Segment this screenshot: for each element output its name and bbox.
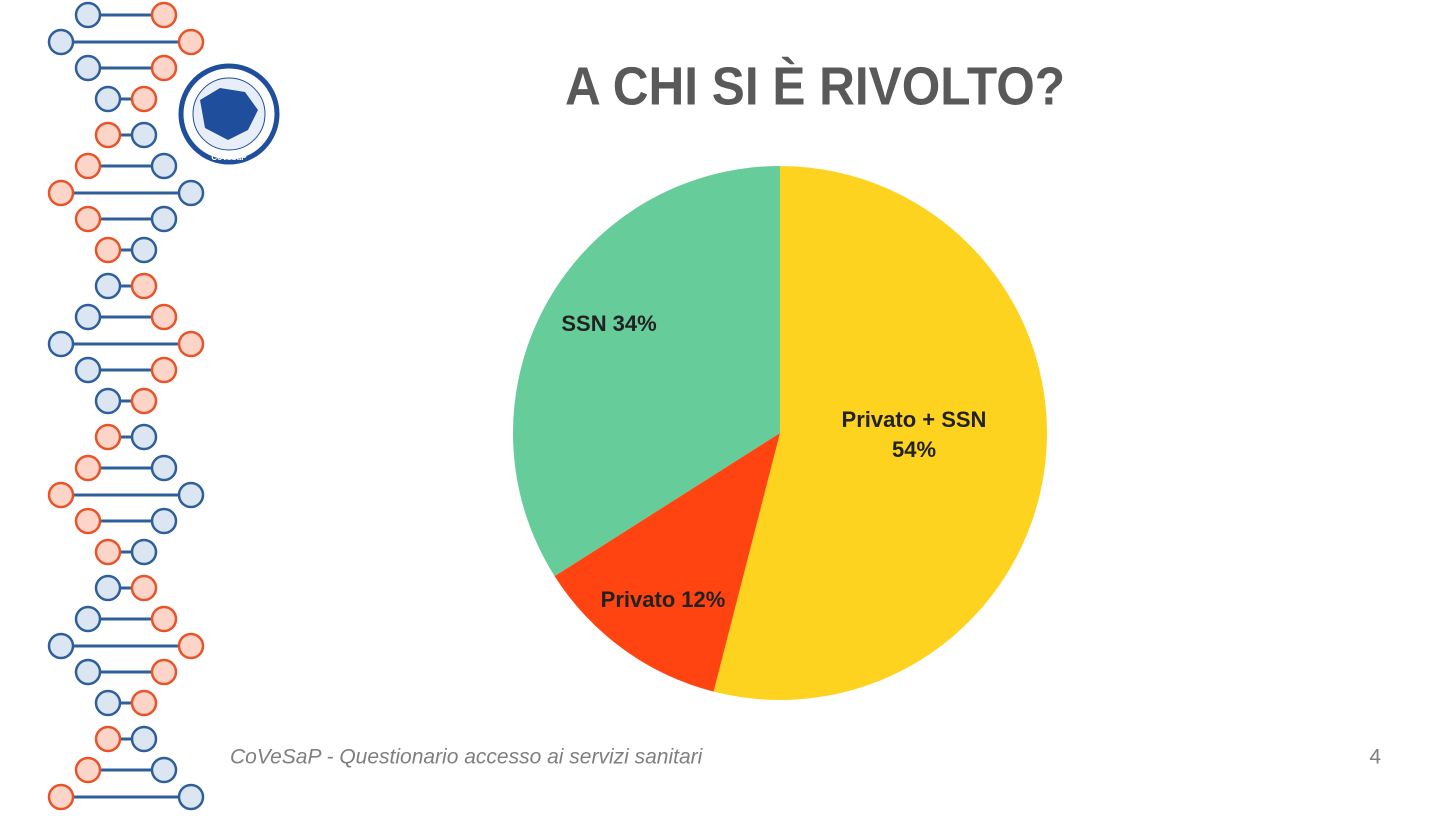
dna-node — [150, 303, 178, 331]
chart-title: A CHI SI È RIVOLTO? — [565, 56, 1065, 116]
pie: Privato + SSN 54% Privato 12% SSN 34% — [513, 166, 1047, 700]
dna-node — [150, 54, 178, 82]
dna-node — [74, 454, 102, 482]
dna-node — [74, 1, 102, 29]
dna-node — [130, 85, 158, 113]
dna-node — [130, 272, 158, 300]
slice-value: 34% — [613, 311, 657, 336]
dna-node — [177, 179, 205, 207]
dna-node — [74, 756, 102, 784]
dna-node — [177, 632, 205, 660]
pie-slice — [554, 433, 780, 692]
slice-category: Privato — [601, 587, 676, 612]
dna-node — [177, 28, 205, 56]
dna-node — [150, 605, 178, 633]
dna-node — [94, 272, 122, 300]
dna-node — [74, 605, 102, 633]
logo-text: CoVeSaP — [211, 153, 247, 162]
pie-slice — [713, 166, 1047, 700]
dna-decoration — [47, 1, 205, 811]
dna-node — [74, 507, 102, 535]
dna-node — [47, 179, 75, 207]
logo-map — [200, 88, 258, 140]
dna-node — [74, 303, 102, 331]
dna-node — [150, 1, 178, 29]
dna-node — [94, 423, 122, 451]
dna-node — [150, 356, 178, 384]
dna-node — [177, 481, 205, 509]
dna-node — [94, 121, 122, 149]
dna-node — [150, 152, 178, 180]
dna-node — [150, 507, 178, 535]
slice-label: SSN 34% — [561, 311, 656, 336]
dna-node — [150, 658, 178, 686]
footer-text: CoVeSaP - Questionario accesso ai serviz… — [230, 746, 704, 769]
dna-node — [150, 205, 178, 233]
dna-node — [74, 152, 102, 180]
dna-node — [150, 454, 178, 482]
dna-node — [177, 783, 205, 811]
dna-node — [74, 54, 102, 82]
dna-node — [74, 205, 102, 233]
logo: CoVeSaP — [178, 63, 280, 165]
dna-node — [130, 387, 158, 415]
dna-node — [74, 658, 102, 686]
slice-value: 12% — [681, 587, 725, 612]
dna-node — [130, 236, 158, 264]
dna-node — [47, 28, 75, 56]
dna-node — [130, 121, 158, 149]
dna-node — [47, 632, 75, 660]
dna-node — [177, 330, 205, 358]
pie-slice — [513, 166, 780, 577]
page-number: 4 — [1369, 746, 1381, 769]
dna-node — [94, 725, 122, 753]
slice-category: Privato + SSN — [842, 407, 987, 432]
dna-node — [47, 783, 75, 811]
dna-node — [47, 481, 75, 509]
dna-node — [130, 423, 158, 451]
dna-node — [94, 574, 122, 602]
slice-category: SSN — [561, 311, 606, 336]
dna-node — [94, 387, 122, 415]
dna-node — [94, 85, 122, 113]
slice-label: Privato 12% — [601, 587, 726, 612]
dna-node — [74, 356, 102, 384]
dna-node — [94, 689, 122, 717]
dna-node — [130, 538, 158, 566]
slice-value: 54% — [892, 437, 936, 462]
dna-node — [47, 330, 75, 358]
dna-node — [94, 538, 122, 566]
dna-node — [150, 756, 178, 784]
dna-node — [94, 236, 122, 264]
dna-node — [130, 574, 158, 602]
dna-node — [130, 725, 158, 753]
dna-node — [130, 689, 158, 717]
